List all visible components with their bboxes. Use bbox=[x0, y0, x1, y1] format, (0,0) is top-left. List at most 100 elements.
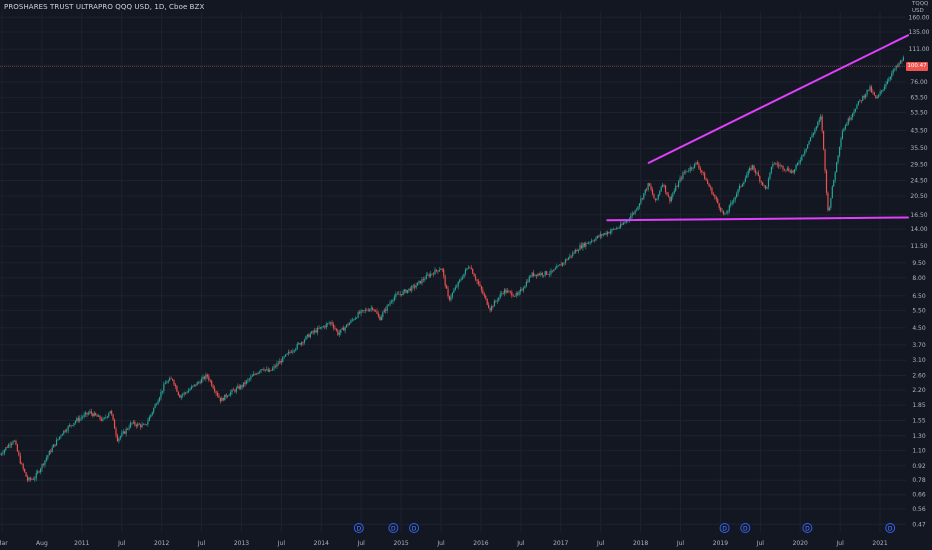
candle-body bbox=[572, 252, 574, 256]
time-tick-label: Jul bbox=[117, 540, 126, 547]
candle-body bbox=[801, 155, 803, 161]
candle-body bbox=[34, 478, 36, 480]
trendline[interactable] bbox=[647, 34, 909, 164]
dividend-marker[interactable] bbox=[740, 523, 751, 533]
candle-body bbox=[480, 286, 482, 290]
candle-body bbox=[24, 468, 26, 473]
candle-body bbox=[595, 237, 597, 241]
candle-body bbox=[128, 427, 130, 429]
candle-body bbox=[899, 60, 902, 64]
candle-body bbox=[795, 164, 797, 170]
price-tick-label: 3.10 bbox=[912, 357, 926, 364]
trendlines[interactable] bbox=[606, 34, 909, 222]
candle-body bbox=[535, 274, 538, 277]
candle-body bbox=[324, 326, 326, 328]
candle-body bbox=[470, 267, 472, 269]
candle-body bbox=[361, 310, 364, 311]
candle-body bbox=[875, 95, 877, 99]
candle-body bbox=[862, 95, 864, 101]
candle-body bbox=[92, 413, 94, 417]
candle-body bbox=[579, 245, 581, 251]
candle-body bbox=[699, 168, 701, 171]
candle-body bbox=[854, 108, 857, 112]
candle-body bbox=[311, 331, 313, 334]
dividend-marker[interactable] bbox=[388, 523, 399, 533]
candle-body bbox=[340, 329, 342, 333]
candle-body bbox=[71, 425, 74, 426]
candle-body bbox=[670, 196, 672, 202]
candle-body bbox=[83, 414, 85, 417]
candle-body bbox=[148, 416, 150, 421]
candle-body bbox=[341, 327, 343, 330]
candle-body bbox=[211, 380, 213, 386]
candle-body bbox=[537, 273, 539, 277]
candle-body bbox=[266, 369, 268, 370]
candle-body bbox=[131, 422, 133, 424]
candle-body bbox=[789, 171, 791, 173]
candle-body bbox=[60, 435, 62, 437]
candle-body bbox=[374, 310, 377, 312]
candle-body bbox=[141, 424, 143, 427]
candle-body bbox=[617, 228, 619, 229]
candle-body bbox=[876, 96, 878, 99]
candle-body bbox=[100, 418, 103, 421]
candle-body bbox=[401, 293, 403, 295]
candle-body bbox=[662, 184, 664, 187]
candle-body bbox=[283, 356, 285, 357]
candle-body bbox=[756, 172, 758, 174]
candle-body bbox=[827, 192, 829, 211]
candle-body bbox=[438, 270, 440, 272]
candle-body bbox=[637, 206, 639, 210]
candle-body bbox=[267, 369, 269, 372]
candle-body bbox=[228, 395, 230, 396]
candle-body bbox=[240, 385, 242, 389]
price-tick-label: 3.70 bbox=[912, 342, 926, 349]
candle-body bbox=[308, 334, 310, 338]
candle-body bbox=[84, 412, 87, 415]
candle-body bbox=[770, 166, 772, 173]
candle-body bbox=[786, 168, 788, 171]
candle-body bbox=[434, 269, 436, 275]
candle-body bbox=[319, 327, 322, 329]
candle-body bbox=[122, 431, 124, 434]
candle-body bbox=[660, 186, 662, 192]
candle-body bbox=[649, 183, 651, 186]
time-axis[interactable]: Mar Aug 2011 Jul 2012 Jul 2013 Jul 2014 Jul 2015 Ju… bbox=[0, 540, 888, 547]
dividend-marker[interactable] bbox=[885, 523, 896, 533]
dividend-marker[interactable] bbox=[409, 523, 420, 533]
candle-body bbox=[392, 299, 394, 302]
candle-body bbox=[185, 392, 187, 394]
candle-body bbox=[695, 162, 697, 164]
candle-body bbox=[121, 433, 123, 437]
candle-body bbox=[721, 210, 723, 212]
candle-body bbox=[350, 320, 352, 323]
candle-body bbox=[707, 180, 709, 184]
price-tick-label: 6.50 bbox=[912, 293, 926, 300]
candle-body bbox=[538, 273, 540, 275]
candle-body bbox=[894, 69, 896, 71]
candle-body bbox=[112, 414, 114, 420]
candle-body bbox=[192, 385, 194, 387]
candle-body bbox=[171, 378, 174, 381]
candle-body bbox=[95, 412, 97, 416]
dividend-marker[interactable] bbox=[353, 523, 364, 533]
candle-body bbox=[902, 57, 904, 61]
candle-body bbox=[830, 197, 832, 208]
price-axis[interactable]: 160.00135.00111.0092.0076.0063.5053.5043… bbox=[909, 14, 930, 528]
candle-body bbox=[718, 203, 720, 208]
candle-body bbox=[469, 267, 471, 269]
trendline[interactable] bbox=[606, 216, 909, 222]
dividend-marker[interactable] bbox=[802, 523, 813, 533]
candle-body bbox=[685, 171, 687, 173]
candle-body bbox=[630, 215, 632, 219]
dividend-marker[interactable] bbox=[719, 523, 730, 533]
candle-body bbox=[295, 348, 297, 351]
candle-body bbox=[644, 189, 646, 194]
candle-body bbox=[200, 379, 203, 384]
candle-body bbox=[653, 194, 655, 199]
candle-body bbox=[591, 240, 593, 243]
candle-body bbox=[196, 382, 198, 386]
